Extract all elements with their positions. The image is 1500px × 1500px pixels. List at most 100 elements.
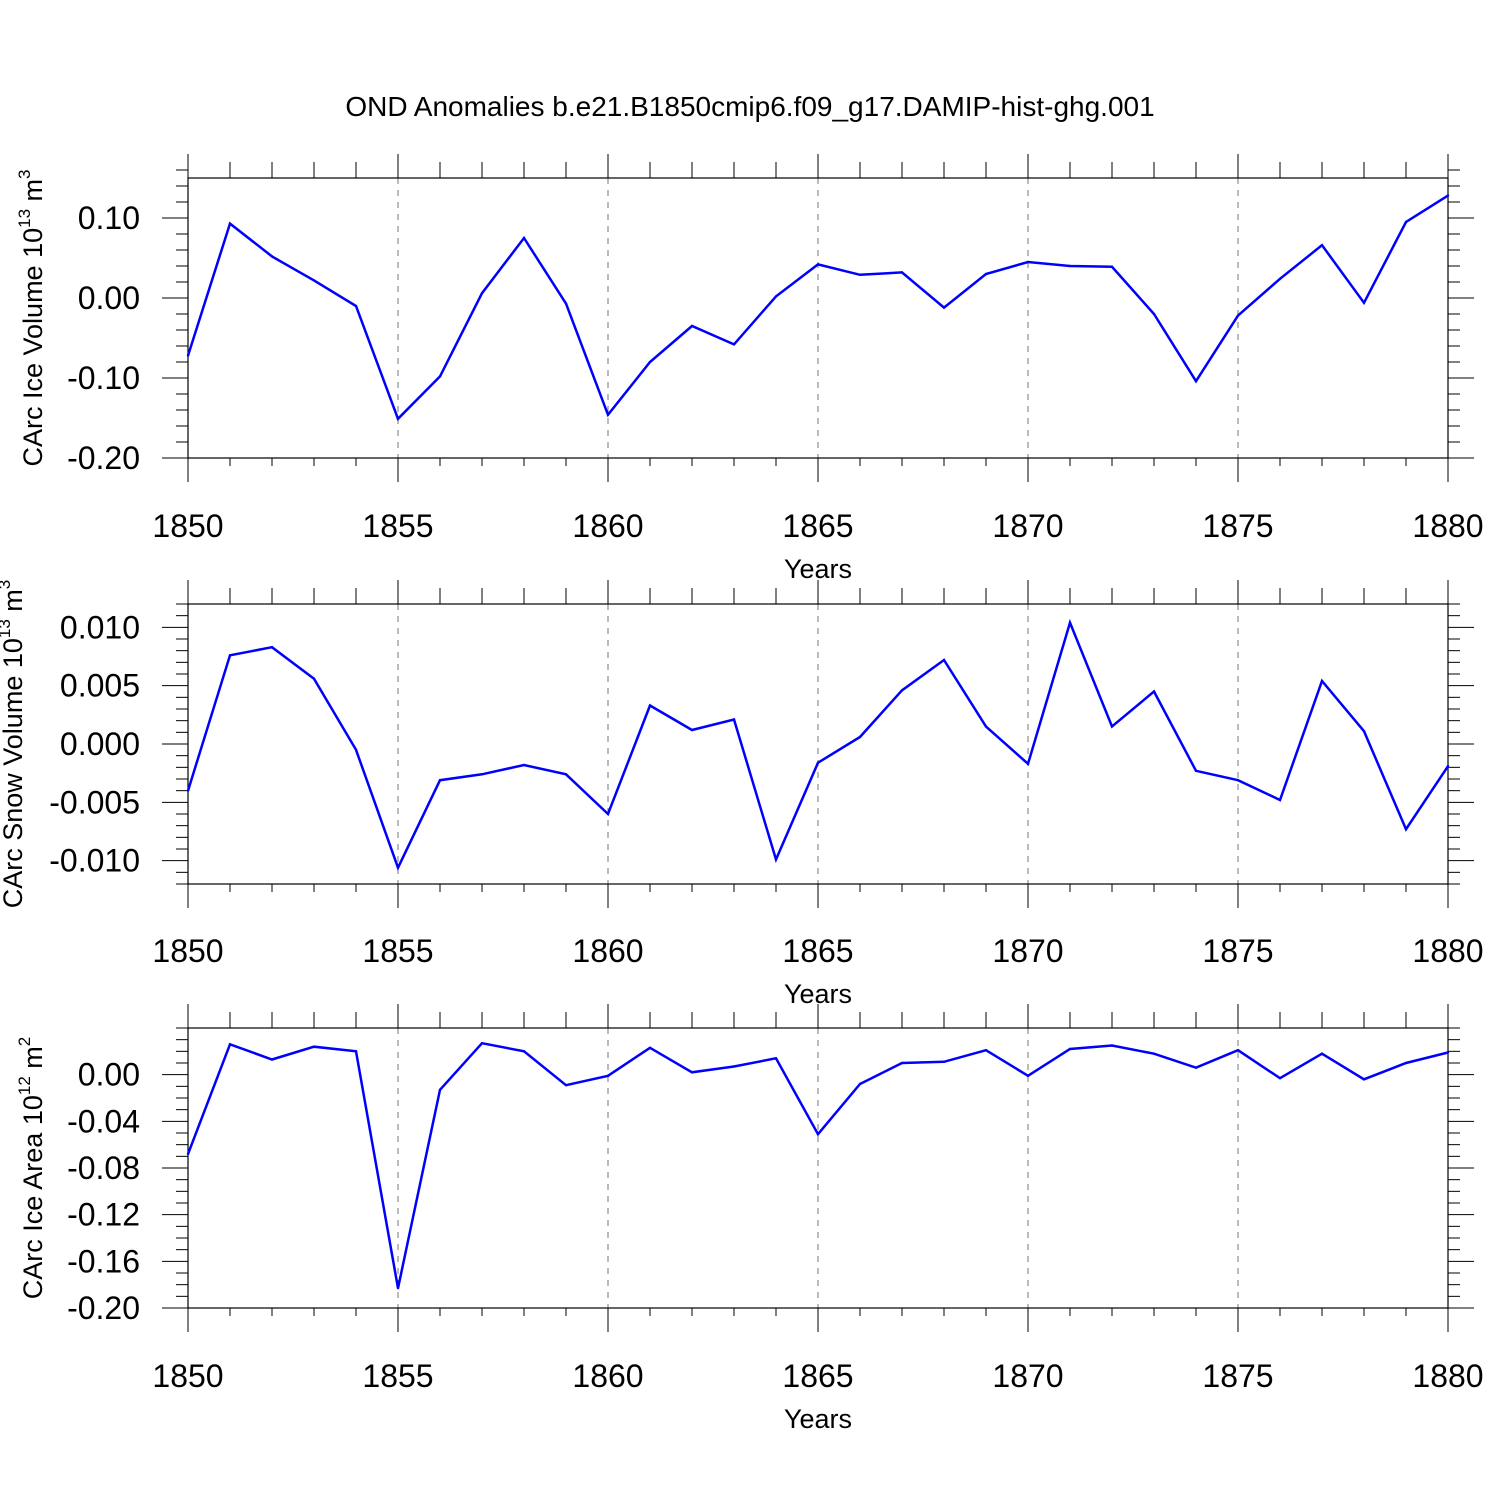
x-tick-label: 1880 — [1412, 508, 1483, 544]
data-point — [732, 718, 736, 721]
x-tick-label: 1860 — [572, 508, 643, 544]
data-point — [1362, 1078, 1366, 1081]
data-point — [480, 773, 484, 776]
data-point — [606, 812, 610, 816]
data-point — [1446, 764, 1450, 768]
data-point — [228, 222, 232, 225]
y-axis-label-superscript: 3 — [15, 169, 34, 178]
x-tick-label: 1860 — [572, 933, 643, 969]
y-axis-label-superscript: 13 — [0, 619, 14, 638]
y-axis-label: CArc Snow Volume 1013 m3 — [0, 580, 28, 909]
data-point — [774, 1057, 778, 1060]
data-point — [1026, 762, 1030, 766]
x-tick-label: 1850 — [152, 508, 223, 544]
data-point — [606, 1074, 610, 1078]
data-point — [1320, 679, 1324, 683]
data-point — [564, 773, 568, 776]
data-point — [354, 748, 358, 752]
y-tick-label: -0.12 — [67, 1197, 140, 1233]
panel-3: -0.20 -0.16 -0.12 -0.08 -0.04 0.00 1850 1855 186… — [15, 1004, 1484, 1434]
data-point — [522, 763, 526, 767]
y-tick-label: -0.005 — [49, 784, 140, 820]
data-point — [900, 689, 904, 692]
y-axis-label: CArc Ice Volume 1013 m3 — [15, 169, 48, 466]
data-point — [774, 858, 778, 861]
data-point — [186, 1152, 190, 1156]
x-tick-label: 1865 — [782, 1358, 853, 1394]
data-point — [354, 1050, 358, 1053]
data-point — [396, 866, 400, 869]
data-point — [606, 413, 610, 416]
y-tick-label: -0.16 — [67, 1243, 140, 1279]
y-axis-label-text: m — [18, 1046, 48, 1076]
data-point — [690, 1071, 694, 1074]
data-point — [816, 761, 820, 764]
y-axis-label-superscript: 2 — [15, 1037, 34, 1046]
data-point — [1068, 264, 1072, 268]
data-point — [690, 324, 694, 328]
data-point — [816, 263, 820, 266]
data-point — [1152, 690, 1156, 693]
data-point — [312, 279, 316, 282]
x-tick-label: 1855 — [362, 933, 433, 969]
y-axis-label-superscript: 3 — [0, 580, 14, 589]
data-point — [1110, 725, 1114, 728]
data-point — [438, 1088, 442, 1092]
data-point — [396, 1286, 400, 1290]
data-point — [1278, 277, 1282, 280]
data-point — [480, 1041, 484, 1045]
data-point — [1446, 194, 1450, 197]
y-tick-label: -0.20 — [67, 440, 140, 476]
data-point — [648, 1046, 652, 1050]
data-point — [186, 354, 190, 357]
data-point — [1194, 380, 1198, 383]
data-point — [648, 704, 652, 707]
data-point — [1404, 220, 1408, 224]
data-point — [270, 1058, 274, 1061]
y-axis-label-text: m — [18, 179, 48, 209]
data-point — [1068, 1047, 1072, 1051]
data-point — [858, 735, 862, 739]
x-axis-label: Years — [784, 554, 852, 584]
data-point — [1152, 1052, 1156, 1055]
data-point — [270, 255, 274, 258]
x-tick-label: 1860 — [572, 1358, 643, 1394]
data-point — [312, 1045, 316, 1048]
data-point — [1152, 312, 1156, 316]
data-point — [564, 302, 568, 305]
data-point — [1194, 769, 1198, 773]
data-point — [1320, 1052, 1324, 1055]
data-point — [1278, 798, 1282, 802]
y-axis-label-text: m — [0, 589, 28, 619]
data-point — [1026, 1074, 1030, 1078]
chart-title: OND Anomalies b.e21.B1850cmip6.f09_g17.D… — [345, 91, 1154, 122]
data-point — [1404, 1061, 1408, 1065]
data-point — [1278, 1076, 1282, 1080]
data-point — [732, 343, 736, 346]
x-tick-label: 1880 — [1412, 1358, 1483, 1394]
data-point — [1236, 1048, 1240, 1052]
y-tick-label: 0.000 — [60, 726, 140, 762]
y-axis-label-superscript: 12 — [15, 1076, 34, 1095]
data-point — [396, 417, 400, 420]
data-point — [648, 360, 652, 364]
y-tick-label: -0.04 — [67, 1103, 140, 1139]
data-point — [1446, 1051, 1450, 1054]
data-point — [1110, 1044, 1114, 1047]
y-axis-label-text: CArc Ice Area 10 — [18, 1095, 48, 1299]
x-tick-label: 1855 — [362, 508, 433, 544]
x-tick-label: 1870 — [992, 508, 1063, 544]
y-axis-label: CArc Ice Area 1012 m2 — [15, 1037, 48, 1300]
data-point — [942, 658, 946, 662]
data-point — [1194, 1066, 1198, 1069]
y-tick-label: -0.010 — [49, 843, 140, 879]
y-axis-label-text: CArc Snow Volume 10 — [0, 638, 28, 908]
data-point — [312, 677, 316, 680]
x-tick-label: 1875 — [1202, 508, 1273, 544]
y-tick-label: 0.10 — [78, 200, 140, 236]
data-point — [522, 236, 526, 240]
y-tick-label: 0.005 — [60, 668, 140, 704]
data-point — [354, 304, 358, 308]
data-point — [858, 273, 862, 276]
